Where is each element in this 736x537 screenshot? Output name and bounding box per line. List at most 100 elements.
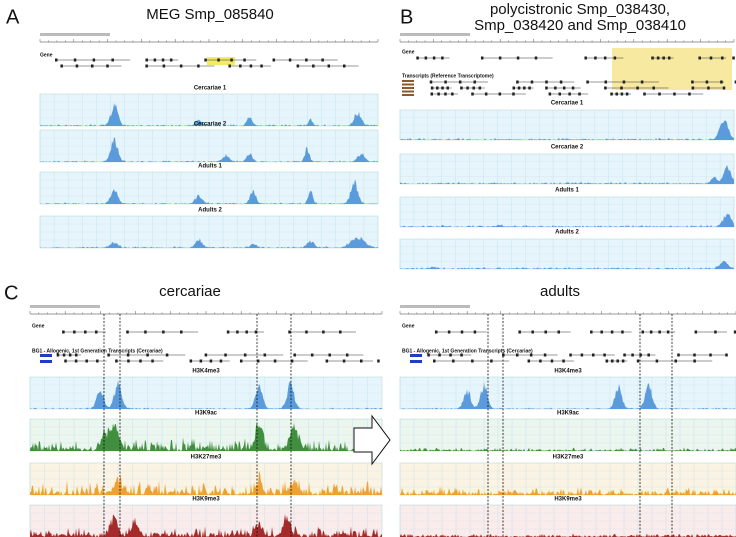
exon — [603, 353, 606, 357]
exon — [111, 58, 114, 62]
exon — [529, 353, 533, 357]
locus-label — [30, 305, 100, 308]
exon — [636, 359, 640, 363]
exon — [603, 56, 607, 60]
exon — [432, 56, 436, 60]
exon — [734, 80, 736, 84]
exon — [434, 330, 438, 334]
exon — [673, 92, 676, 96]
exon — [327, 64, 331, 68]
exon — [707, 86, 710, 90]
exon — [145, 64, 148, 68]
coverage — [400, 213, 734, 227]
exon — [305, 58, 308, 62]
gene-label: Gene — [40, 52, 53, 58]
exon — [647, 353, 650, 357]
exon — [180, 330, 183, 334]
exon — [95, 330, 98, 334]
track-label: Adults 2 — [198, 208, 222, 214]
transcript — [40, 360, 52, 363]
exon — [74, 359, 78, 363]
exon — [452, 359, 455, 363]
exon — [288, 330, 291, 334]
exon — [714, 330, 717, 334]
exon — [92, 58, 96, 62]
exon — [359, 359, 363, 363]
exon — [473, 80, 476, 84]
exon — [189, 359, 193, 363]
exon — [674, 359, 678, 363]
track-label: Adults 2 — [555, 230, 579, 236]
exon — [451, 92, 454, 96]
exon — [325, 359, 329, 363]
track-label: Cercariae 1 — [194, 86, 227, 92]
exon — [230, 58, 233, 62]
gene-label: BG1 - Allogenic, 1st Generation Transcri… — [32, 348, 163, 354]
exon — [643, 92, 646, 96]
exon — [518, 330, 521, 334]
exon — [527, 359, 531, 363]
exon — [512, 86, 516, 90]
transcript — [402, 90, 414, 93]
transcript — [410, 360, 422, 363]
coverage — [30, 514, 382, 537]
exon — [162, 64, 166, 68]
transcript — [402, 94, 414, 96]
coverage — [400, 533, 736, 537]
exon — [578, 92, 581, 96]
exon — [610, 330, 614, 334]
exon — [620, 86, 623, 90]
highlight — [207, 57, 235, 65]
transcript — [410, 354, 422, 357]
exon — [430, 92, 433, 96]
exon — [96, 359, 99, 363]
exon — [691, 80, 694, 84]
exon — [658, 92, 661, 96]
exon — [239, 359, 243, 363]
exon — [611, 359, 614, 363]
exon — [126, 330, 129, 334]
exon — [655, 359, 659, 363]
exon — [74, 353, 78, 357]
exon — [68, 353, 72, 357]
exon — [621, 330, 624, 334]
exon — [516, 56, 520, 60]
coverage — [40, 236, 378, 248]
exon — [245, 330, 248, 334]
exon — [115, 359, 118, 363]
exon — [226, 330, 230, 334]
exon — [562, 359, 565, 363]
exon — [217, 58, 220, 62]
exon — [151, 359, 154, 363]
coverage — [30, 470, 382, 495]
exon — [621, 359, 625, 363]
exon — [720, 80, 723, 84]
exon — [639, 353, 642, 357]
coverage — [30, 380, 382, 409]
exon — [62, 330, 65, 334]
gene-label: Transcripts (Reference Transcriptome) — [402, 73, 494, 79]
exon — [558, 92, 561, 96]
exon — [610, 92, 613, 96]
locus-label — [40, 33, 110, 36]
track-label: Cercariae 2 — [551, 145, 584, 151]
exon — [263, 353, 267, 357]
exon — [312, 64, 315, 68]
exon — [446, 86, 449, 90]
exon — [571, 86, 575, 90]
exon — [126, 353, 130, 357]
exon — [444, 92, 447, 96]
exon — [243, 353, 247, 357]
exon — [559, 80, 563, 84]
exon — [153, 58, 157, 62]
exon — [498, 92, 502, 96]
exon — [691, 86, 695, 90]
exon — [604, 86, 607, 90]
exon — [197, 64, 200, 68]
exon — [342, 359, 346, 363]
exon — [569, 353, 572, 357]
exon — [272, 58, 276, 62]
exon — [377, 359, 380, 363]
exon — [586, 80, 589, 84]
